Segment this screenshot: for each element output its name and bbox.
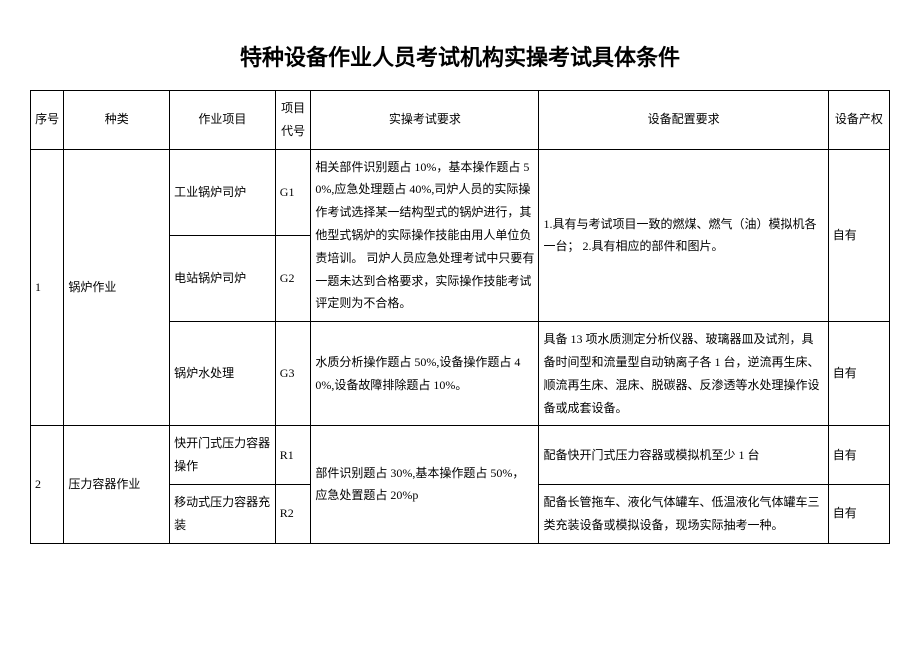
cell-equip: 具备 13 项水质测定分析仪器、玻璃器皿及试剂，具备时间型和流量型自动钠离子各 …	[539, 322, 828, 426]
spec-table: 序号 种类 作业项目 项目代号 实操考试要求 设备配置要求 设备产权 1 锅炉作…	[30, 90, 890, 544]
cell-category: 锅炉作业	[64, 149, 170, 426]
cell-exam: 部件识别题占 30%,基本操作题占 50%，应急处置题占 20%p	[311, 426, 539, 543]
cell-equip: 1.具有与考试项目一致的燃煤、燃气（油）模拟机各一台； 2.具有相应的部件和图片…	[539, 149, 828, 322]
cell-job: 快开门式压力容器操作	[170, 426, 276, 485]
col-own: 设备产权	[828, 91, 889, 150]
cell-seq: 1	[31, 149, 64, 426]
col-code: 项目代号	[275, 91, 311, 150]
col-exam: 实操考试要求	[311, 91, 539, 150]
cell-own: 自有	[828, 426, 889, 485]
table-row: 2 压力容器作业 快开门式压力容器操作 R1 部件识别题占 30%,基本操作题占…	[31, 426, 890, 485]
col-category: 种类	[64, 91, 170, 150]
cell-code: R2	[275, 484, 311, 543]
cell-own: 自有	[828, 484, 889, 543]
cell-category: 压力容器作业	[64, 426, 170, 543]
cell-job: 工业锅炉司炉	[170, 149, 276, 235]
col-job: 作业项目	[170, 91, 276, 150]
cell-code: G1	[275, 149, 311, 235]
table-header-row: 序号 种类 作业项目 项目代号 实操考试要求 设备配置要求 设备产权	[31, 91, 890, 150]
cell-exam: 水质分析操作题占 50%,设备操作题占 40%,设备故障排除题占 10%。	[311, 322, 539, 426]
cell-own: 自有	[828, 322, 889, 426]
cell-seq: 2	[31, 426, 64, 543]
cell-equip: 配备快开门式压力容器或模拟机至少 1 台	[539, 426, 828, 485]
page-title: 特种设备作业人员考试机构实操考试具体条件	[30, 40, 890, 72]
cell-own: 自有	[828, 149, 889, 322]
cell-job: 移动式压力容器充装	[170, 484, 276, 543]
cell-job: 电站锅炉司炉	[170, 235, 276, 321]
col-seq: 序号	[31, 91, 64, 150]
table-row: 1 锅炉作业 工业锅炉司炉 G1 相关部件识别题占 10%，基本操作题占 50%…	[31, 149, 890, 235]
cell-exam: 相关部件识别题占 10%，基本操作题占 50%,应急处理题占 40%,司炉人员的…	[311, 149, 539, 322]
cell-code: G2	[275, 235, 311, 321]
col-equip: 设备配置要求	[539, 91, 828, 150]
cell-code: R1	[275, 426, 311, 485]
cell-equip: 配备长管拖车、液化气体罐车、低温液化气体罐车三类充装设备或模拟设备，现场实际抽考…	[539, 484, 828, 543]
cell-code: G3	[275, 322, 311, 426]
cell-job: 锅炉水处理	[170, 322, 276, 426]
